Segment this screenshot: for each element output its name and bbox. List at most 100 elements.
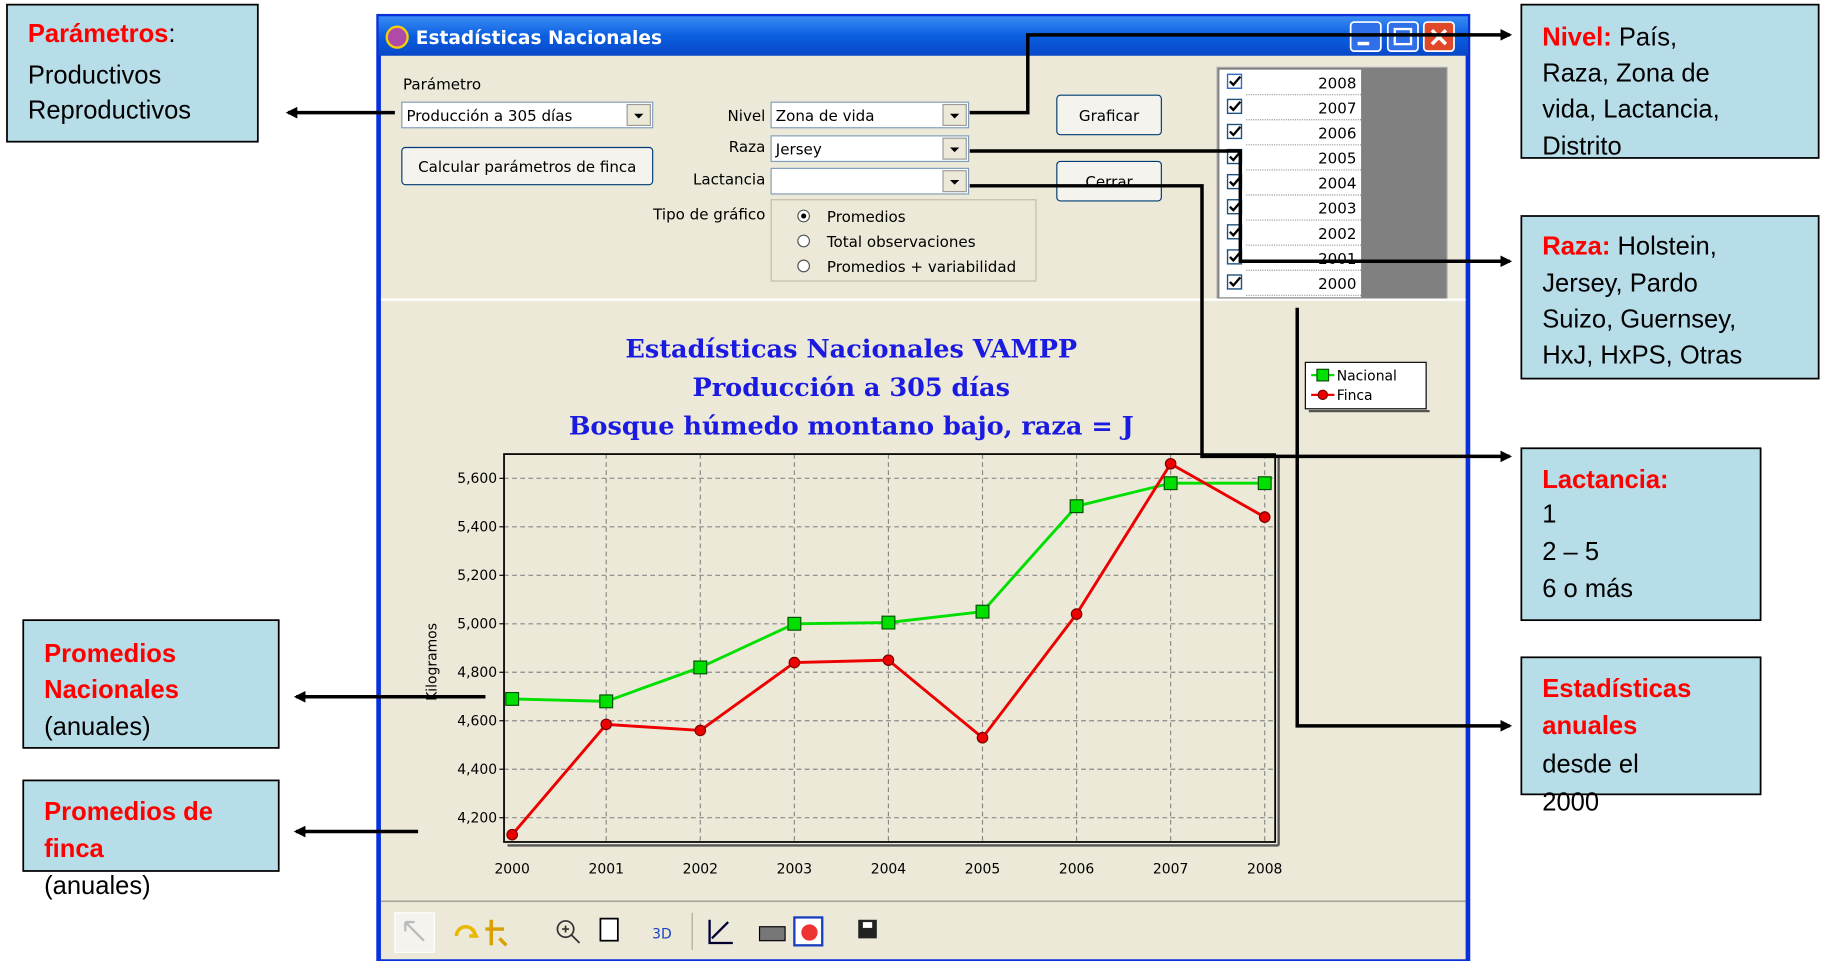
nivel-combo-arrow [949, 113, 960, 119]
annotation-inline: País, [1619, 23, 1677, 51]
lactancia-label: Lactancia [693, 171, 765, 189]
annotation-text: Jersey, Pardo [1542, 269, 1698, 297]
marker [976, 731, 989, 744]
marker [788, 656, 801, 669]
tool-zoom[interactable] [556, 920, 575, 939]
x-tick-label: 2001 [589, 861, 624, 877]
checkmark [1229, 251, 1242, 263]
annotation-line: Nacionales [44, 676, 179, 704]
calc-button[interactable] [401, 146, 654, 186]
marker [1070, 608, 1083, 620]
year-label: 2007 [1318, 99, 1356, 117]
annotation-text: Raza, Zona de [1542, 59, 1709, 87]
checkmark [1229, 151, 1242, 162]
chart-title: Estadísticas Nacionales VAMPP [625, 335, 1077, 365]
cerrar-button-label: Cerrar [1085, 173, 1133, 191]
tool-pointer-icon [404, 920, 425, 942]
cerrar-button[interactable] [1056, 160, 1162, 202]
app-icon [385, 25, 409, 49]
annotation-text: vida, Lactancia, [1542, 95, 1719, 123]
y-tick-label: 5,200 [457, 568, 497, 584]
annotation-box [1520, 447, 1762, 622]
y-tick-label: 5,600 [457, 471, 497, 487]
annotations: Parámetros:ProductivosReproductivosNivel… [6, 3, 1820, 900]
legend-label: Nacional [1337, 368, 1397, 384]
annotation-text: desde el [1542, 750, 1639, 778]
nivel-combo[interactable] [770, 101, 970, 129]
arrow [969, 29, 1513, 115]
raza-combo[interactable] [770, 135, 970, 163]
nivel-label: Nivel [727, 107, 765, 125]
tipo-label: Tipo de gráfico [652, 205, 765, 223]
annotation-line: Nivel: País, [1542, 23, 1677, 51]
annotation-box [1520, 3, 1820, 159]
y-tick-label: 4,200 [457, 810, 497, 826]
graficar-button[interactable] [1056, 94, 1162, 136]
chart-title: Producción a 305 días [693, 373, 1010, 403]
x-tick-label: 2000 [494, 861, 529, 877]
marker [881, 615, 896, 630]
annotation-text: (anuales) [44, 872, 150, 900]
parametro-combo[interactable] [401, 101, 654, 129]
x-tick-label: 2008 [1247, 861, 1282, 877]
arrow [1295, 307, 1513, 732]
annotation-box [1520, 215, 1820, 380]
radio-button[interactable] [797, 234, 811, 248]
annotation-heading: Lactancia: [1542, 466, 1668, 494]
y-tick-label: 4,800 [457, 665, 497, 681]
radio-label: Total observaciones [826, 233, 976, 251]
chart: Estadísticas Nacionales VAMPP Producción … [425, 335, 1430, 877]
calc-button-label: Calcular parámetros de finca [418, 158, 636, 176]
arrow [969, 149, 1513, 268]
annotation-heading: Parámetros [28, 20, 169, 48]
radio-button[interactable] [797, 259, 811, 273]
tool-3d[interactable]: 3D [652, 926, 672, 942]
annotation-text: 1 [1542, 501, 1556, 529]
y-tick-label: 4,400 [457, 762, 497, 778]
arrow [969, 184, 1513, 463]
marker [1069, 499, 1084, 514]
radio-label: Promedios + variabilidad [827, 258, 1016, 276]
y-tick-label: 4,600 [457, 713, 497, 729]
annotation-inline: : [168, 20, 175, 48]
year-label: 2004 [1318, 175, 1356, 193]
chart-title: Bosque húmedo montano bajo, raza = J [569, 411, 1134, 441]
tool-print[interactable] [758, 926, 786, 942]
annotation-box [22, 619, 280, 749]
marker [882, 654, 895, 666]
legend-label: Finca [1337, 388, 1373, 404]
lactancia-combo[interactable] [770, 167, 970, 195]
raza-combo-arrow [949, 147, 960, 153]
annotation-text: HxJ, HxPS, Otras [1542, 341, 1742, 369]
annotation-text: 6 o más [1542, 575, 1633, 603]
year-label: 2000 [1318, 275, 1356, 293]
annotation-heading: Raza: [1542, 232, 1610, 260]
annotation-heading: Estadísticas [1542, 675, 1691, 703]
legend-marker [1317, 389, 1328, 401]
radio-dot [801, 213, 807, 219]
annotation-line: Parámetros: [28, 20, 176, 48]
tool-rotate[interactable] [454, 925, 479, 938]
checkmark [1229, 126, 1242, 137]
year-list [1219, 69, 1362, 298]
close-icon [1430, 28, 1448, 46]
checkmark [1229, 100, 1242, 112]
annotation-line: Promedios de [44, 798, 213, 826]
minimize-icon [1357, 41, 1370, 46]
parametro-label: Parámetro [403, 75, 481, 93]
x-tick-label: 2003 [777, 861, 812, 877]
tool-zoom-handle [562, 925, 581, 944]
radio-label: Promedios [827, 208, 906, 226]
annotation-heading: Promedios de [44, 798, 213, 826]
checkmark [1229, 75, 1242, 87]
raza-label: Raza [729, 138, 766, 156]
lactancia-combo-arrow [949, 180, 960, 185]
x-tick-label: 2002 [683, 861, 718, 877]
tool-page[interactable] [599, 917, 619, 942]
tool-axes[interactable] [708, 919, 733, 945]
tool-move[interactable] [485, 919, 508, 947]
annotation-text: (anuales) [44, 713, 150, 741]
annotation-line: finca [44, 835, 104, 863]
x-tick-label: 2006 [1059, 861, 1094, 877]
marker [1164, 457, 1177, 470]
